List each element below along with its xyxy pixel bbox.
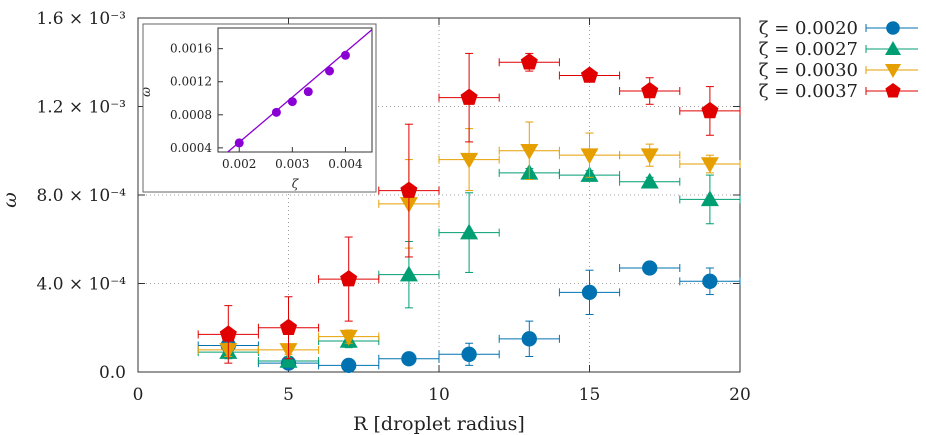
series-0 <box>197 260 741 374</box>
inset-data-point <box>325 66 335 76</box>
data-point <box>641 82 659 99</box>
inset-x-axis-label: ζ <box>292 177 300 191</box>
data-point <box>219 325 237 342</box>
x-tick-label: 15 <box>579 385 601 405</box>
data-point <box>460 223 479 240</box>
data-point <box>520 144 539 160</box>
inset-background <box>142 23 377 193</box>
x-tick-label: 5 <box>283 385 294 405</box>
data-point <box>640 172 659 189</box>
inset-y-tick-label: 0.0008 <box>170 108 212 122</box>
inset-y-tick-label: 0.0012 <box>170 75 212 89</box>
x-tick-label: 20 <box>729 385 751 405</box>
inset-data-point <box>303 87 313 97</box>
x-tick-label: 0 <box>133 385 144 405</box>
inset-y-tick-label: 0.0016 <box>170 42 212 56</box>
data-point <box>461 346 477 362</box>
legend-label-3: ζ = 0.0037 <box>759 81 858 102</box>
main-axes: 0 5 10 15 20 0.0 4.0 × 10⁻⁴ 8.0 × 10⁻⁴ 1.2 × 10⁻… <box>0 9 751 435</box>
legend-marker-1 <box>885 41 901 55</box>
y-tick-label: 4.0 × 10⁻⁴ <box>36 275 126 295</box>
data-point <box>700 190 719 207</box>
x-tick-label: 10 <box>428 385 450 405</box>
inset-y-tick-label: 0.0004 <box>170 141 212 155</box>
inset-frame <box>217 27 373 153</box>
inset-x-tick-label: 0.003 <box>275 157 309 171</box>
data-point <box>460 152 479 169</box>
data-point <box>640 148 659 165</box>
inset-data-point <box>234 138 244 148</box>
x-axis-label: R [droplet radius] <box>353 413 525 435</box>
data-point <box>521 331 537 347</box>
data-point <box>279 318 298 336</box>
legend-label-2: ζ = 0.0030 <box>759 60 858 81</box>
data-point <box>341 357 357 374</box>
legend-label-0: ζ = 0.0020 <box>759 18 858 39</box>
data-point <box>520 53 538 70</box>
data-point <box>581 284 598 300</box>
data-point <box>279 351 298 368</box>
legend-label-1: ζ = 0.0027 <box>759 39 858 60</box>
y-tick-label: 1.2 × 10⁻³ <box>36 98 126 118</box>
legend-marker-0 <box>886 21 900 35</box>
legend-marker-3 <box>885 83 901 98</box>
inset-y-axis-label: ω <box>139 87 153 97</box>
inset-x-tick-label: 0.004 <box>328 157 363 171</box>
y-tick-label: 8.0 × 10⁻⁴ <box>36 186 126 206</box>
data-point <box>701 101 719 119</box>
inset-chart: 0.002 0.003 0.004 0.0004 0.0008 0.0012 0.0016 ζ… <box>139 23 377 193</box>
data-point <box>642 260 658 276</box>
data-point <box>460 88 478 105</box>
series-1 <box>197 163 741 368</box>
data-point <box>399 265 418 282</box>
series-3 <box>197 52 741 364</box>
inset-data-point <box>287 97 297 107</box>
data-point <box>580 148 599 165</box>
data-point <box>339 329 358 346</box>
data-point <box>340 270 358 287</box>
data-point <box>702 273 718 289</box>
inset-data-point <box>271 107 281 117</box>
legend-marker-2 <box>885 64 901 78</box>
y-tick-label: 0.0 <box>99 363 126 383</box>
y-axis-label: ω <box>0 192 21 208</box>
y-tick-label: 1.6 × 10⁻³ <box>36 9 126 29</box>
main-series <box>197 52 741 374</box>
data-point <box>400 181 418 198</box>
data-point <box>401 351 417 367</box>
data-point <box>700 157 719 174</box>
data-point <box>580 66 599 83</box>
inset-data-point <box>340 50 350 60</box>
inset-x-tick-label: 0.002 <box>222 157 256 171</box>
